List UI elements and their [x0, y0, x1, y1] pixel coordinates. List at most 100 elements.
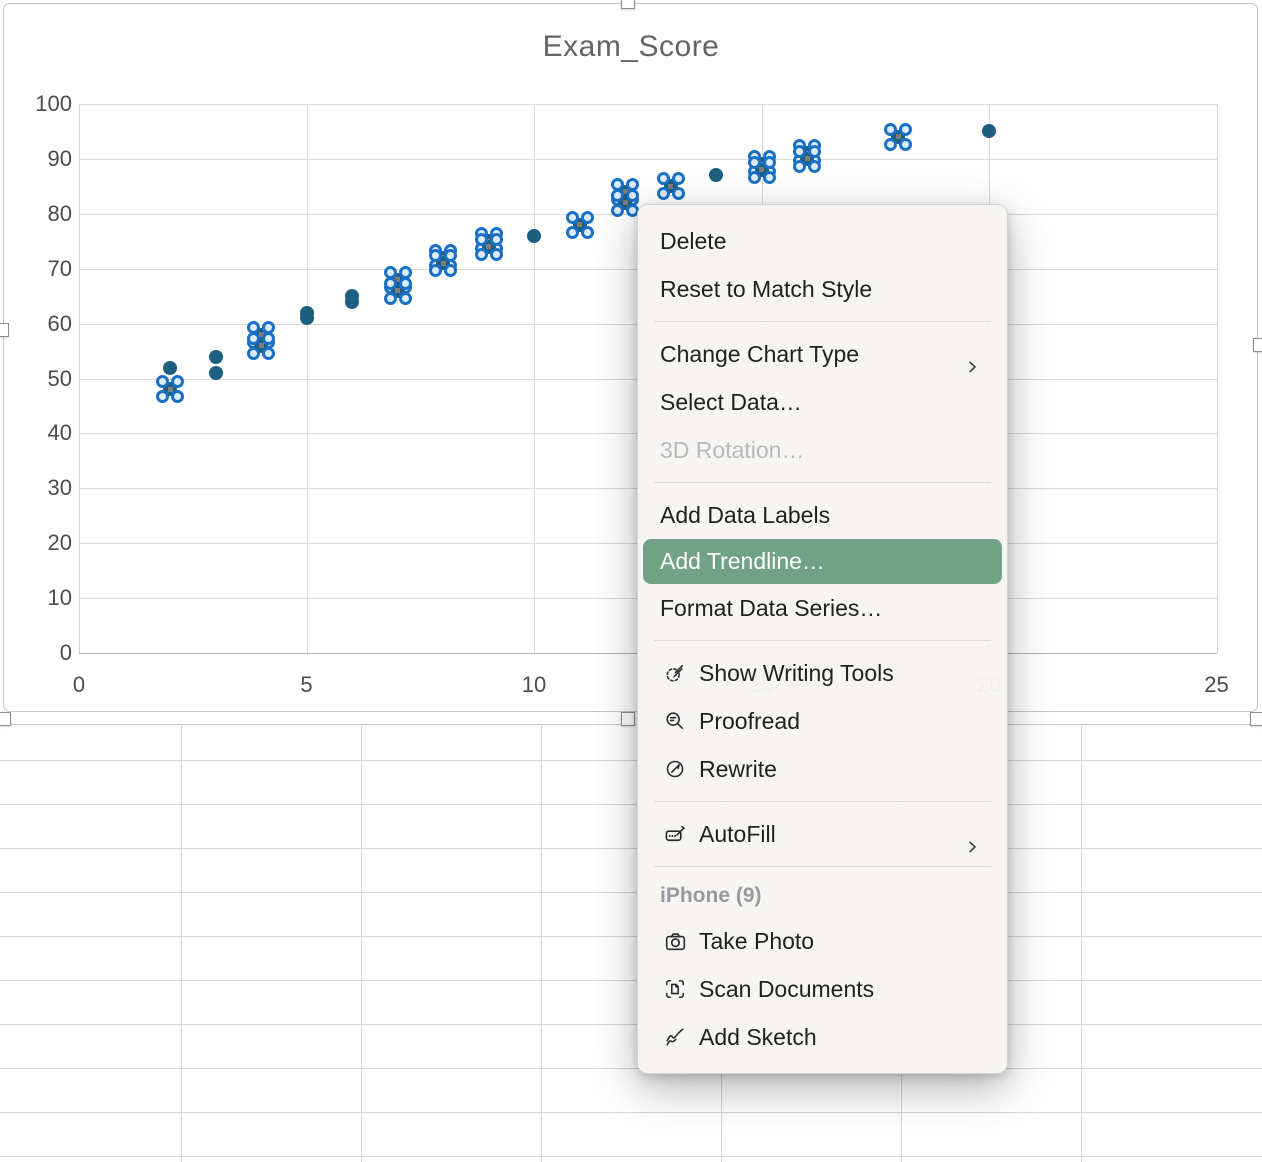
chart-title: Exam_Score [542, 30, 720, 63]
point-selection-handle[interactable] [565, 225, 579, 239]
point-selection-center [258, 343, 264, 349]
rewrite-icon [663, 757, 687, 781]
point-selection-handle[interactable] [611, 203, 624, 217]
y-gridline [79, 158, 1217, 160]
selection-handle-right[interactable] [1253, 338, 1262, 352]
point-selection-handle[interactable] [884, 137, 897, 151]
point-selection-handle[interactable] [171, 375, 184, 389]
menu-item-format-data-series[interactable]: Format Data Series… [638, 584, 1007, 632]
menu-separator [654, 321, 991, 322]
selection-handle-bottom-left[interactable] [0, 712, 11, 726]
point-selection-handle[interactable] [156, 375, 169, 389]
point-selection-handle[interactable] [762, 170, 776, 184]
menu-item-label: AutoFill [699, 821, 776, 847]
menu-item-label: 3D Rotation… [660, 437, 805, 463]
point-selection-handle[interactable] [444, 264, 457, 278]
point-selection-handle[interactable] [429, 249, 442, 263]
y-axis-tick-label: 30 [47, 475, 72, 501]
selection-handle-bottom-right[interactable] [1250, 712, 1262, 726]
menu-item-label: Add Sketch [699, 1024, 817, 1050]
menu-item-3d-rotation: 3D Rotation… [638, 426, 1007, 474]
point-selection-handle[interactable] [899, 137, 912, 151]
point-selection-handle[interactable] [884, 122, 897, 136]
writing-tools-icon [663, 661, 687, 685]
point-selection-center [668, 183, 673, 189]
y-axis-tick-label: 90 [47, 145, 72, 171]
point-selection-handle[interactable] [899, 122, 912, 136]
chart-card[interactable] [3, 3, 1258, 712]
y-axis-tick-label: 50 [47, 365, 72, 391]
sheet-row-line [0, 1068, 1262, 1069]
point-selection-handle[interactable] [489, 232, 503, 246]
selection-handle-top[interactable] [621, 0, 635, 9]
point-selection-handle[interactable] [262, 346, 275, 360]
camera-icon [663, 929, 687, 953]
point-selection-handle[interactable] [793, 144, 806, 158]
menu-item-label: Take Photo [699, 928, 815, 954]
sheet-row-line [0, 980, 1262, 981]
point-selection-handle[interactable] [580, 210, 594, 224]
point-selection-handle[interactable] [808, 159, 821, 173]
point-selection-handle[interactable] [565, 210, 579, 224]
x-gridline [306, 104, 308, 653]
selection-handle-left[interactable] [0, 323, 9, 337]
menu-item-label: Change Chart Type [660, 341, 860, 367]
menu-item-label: Reset to Match Style [660, 276, 873, 302]
point-selection-handle[interactable] [611, 188, 624, 202]
menu-item-show-writing-tools[interactable]: Show Writing Tools [638, 649, 1007, 697]
point-selection-handle[interactable] [656, 187, 670, 201]
sheet-row-line [0, 1112, 1262, 1113]
menu-item-take-photo[interactable]: Take Photo [638, 917, 1007, 965]
point-selection-handle[interactable] [747, 155, 761, 169]
point-selection-handle[interactable] [398, 276, 412, 290]
point-selection-handle[interactable] [762, 155, 776, 169]
point-selection-center [622, 200, 628, 206]
menu-item-add-trendline[interactable]: Add Trendline… [643, 539, 1002, 584]
point-selection-handle[interactable] [398, 291, 412, 305]
point-selection-handle[interactable] [747, 170, 761, 184]
point-selection-handle[interactable] [247, 346, 260, 360]
point-selection-center [395, 277, 400, 283]
menu-item-reset-to-match-style[interactable]: Reset to Match Style [638, 265, 1007, 313]
menu-item-add-sketch[interactable]: Add Sketch [638, 1013, 1007, 1061]
menu-item-autofill[interactable]: AutoFill [638, 810, 1007, 858]
y-axis-tick-label: 40 [47, 420, 72, 446]
menu-item-scan-documents[interactable]: Scan Documents [638, 965, 1007, 1013]
point-selection-handle[interactable] [580, 225, 594, 239]
point-selection-handle[interactable] [262, 331, 275, 345]
menu-item-change-chart-type[interactable]: Change Chart Type [638, 330, 1007, 378]
proofread-icon [663, 709, 687, 733]
menu-item-rewrite[interactable]: Rewrite [638, 745, 1007, 793]
autofill-icon [663, 822, 687, 846]
point-selection-handle[interactable] [429, 264, 442, 278]
x-gridline [79, 104, 80, 653]
point-selection-handle[interactable] [171, 390, 184, 404]
menu-item-add-data-labels[interactable]: Add Data Labels [638, 491, 1007, 539]
selection-handle-bottom[interactable] [621, 712, 635, 726]
point-selection-handle[interactable] [489, 247, 503, 261]
menu-item-select-data[interactable]: Select Data… [638, 378, 1007, 426]
point-selection-handle[interactable] [444, 249, 457, 263]
y-axis-tick-label: 20 [47, 530, 72, 556]
point-selection-handle[interactable] [671, 172, 685, 186]
point-selection-handle[interactable] [247, 331, 260, 345]
context-menu: Delete Reset to Match Style Change Chart T… [637, 204, 1008, 1074]
point-selection-handle[interactable] [793, 159, 806, 173]
point-selection-handle[interactable] [474, 247, 488, 261]
point-selection-handle[interactable] [474, 232, 488, 246]
y-axis-tick-label: 70 [47, 255, 72, 281]
menu-item-delete[interactable]: Delete [638, 217, 1007, 265]
point-selection-handle[interactable] [156, 390, 169, 404]
point-selection-handle[interactable] [808, 144, 821, 158]
point-selection-handle[interactable] [626, 188, 639, 202]
menu-item-label: Add Trendline… [660, 548, 825, 574]
point-selection-handle[interactable] [671, 187, 685, 201]
point-selection-handle[interactable] [656, 172, 670, 186]
menu-item-proofread[interactable]: Proofread [638, 697, 1007, 745]
submenu-chevron-icon [965, 345, 981, 373]
point-selection-handle[interactable] [383, 276, 397, 290]
point-selection-handle[interactable] [383, 291, 397, 305]
y-gridline [79, 104, 1217, 105]
sheet-row-line [0, 1024, 1262, 1025]
